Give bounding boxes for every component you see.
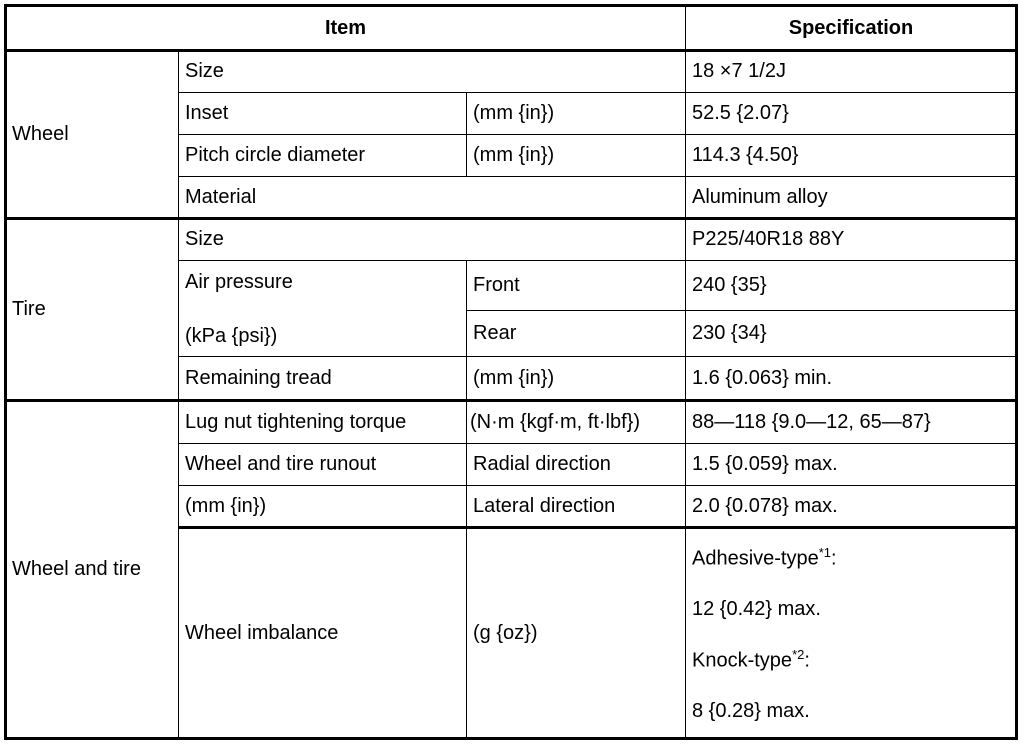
- divider: [5, 399, 1017, 402]
- knock-type-label: Knock-type: [692, 649, 793, 672]
- air-pressure-label: Air pressure: [185, 271, 293, 293]
- divider: [5, 49, 1017, 52]
- footnote-2: *2: [792, 647, 805, 663]
- adhesive-type-value: 12 {0.42} max.: [692, 597, 821, 620]
- knock-type-line: Knock-type*2:: [692, 647, 810, 673]
- air-pressure-cell: Air pressure (kPa {psi}): [178, 260, 467, 357]
- divider: [178, 526, 1017, 529]
- adhesive-type-label: Adhesive-type: [692, 547, 819, 570]
- footnote-1: *1: [818, 545, 832, 561]
- adhesive-type-line: Adhesive-type*1:: [692, 545, 837, 571]
- divider: [5, 217, 1017, 220]
- table-border: [4, 4, 1018, 740]
- knock-type-value: 8 {0.28} max.: [692, 699, 810, 722]
- air-pressure-unit: (kPa {psi}): [185, 325, 278, 347]
- colon: :: [831, 547, 837, 570]
- imbalance-spec: Adhesive-type*1: 12 {0.42} max. Knock-ty…: [685, 527, 1017, 739]
- colon: :: [804, 649, 810, 672]
